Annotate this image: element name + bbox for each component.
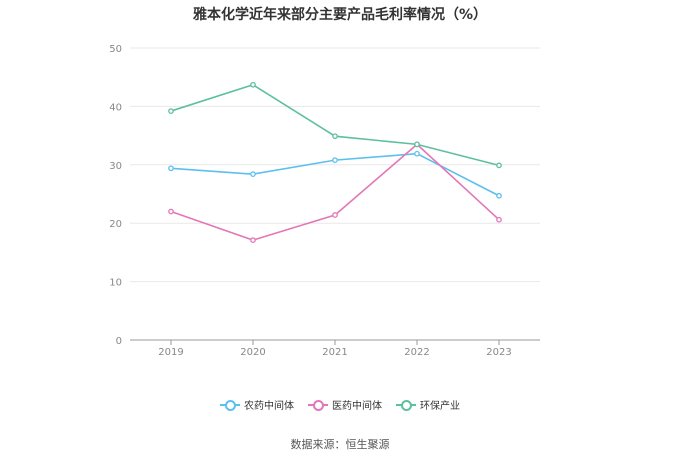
legend-item-2[interactable]: 医药中间体 <box>308 397 382 412</box>
data-point-series-1 <box>250 171 256 177</box>
data-point-series-1 <box>496 192 502 199</box>
y-tick-label: 50 <box>109 44 122 55</box>
legend-marker-icon <box>220 399 240 411</box>
legend-marker-icon <box>308 399 328 411</box>
data-point-series-3 <box>250 81 256 88</box>
y-tick-label: 40 <box>109 102 122 113</box>
series-line-3 <box>170 83 500 167</box>
data-point-series-1 <box>414 150 420 157</box>
y-tick-label: 10 <box>109 278 122 289</box>
legend-label: 环保产业 <box>420 401 460 412</box>
data-point-series-3 <box>414 141 420 148</box>
legend-label: 医药中间体 <box>332 401 382 412</box>
chart-legend: 农药中间体 医药中间体 环保产业 <box>0 397 680 412</box>
x-tick-label: 2020 <box>240 347 265 358</box>
legend-item-3[interactable]: 环保产业 <box>396 397 460 412</box>
x-tick-label: 2021 <box>322 347 347 358</box>
x-tick-label: 2022 <box>404 347 429 358</box>
data-point-series-2 <box>250 237 256 243</box>
data-point-series-2 <box>496 216 502 223</box>
data-source: 数据来源：恒生聚源 <box>290 438 390 451</box>
x-tick-label: 2023 <box>486 347 511 358</box>
legend-marker-icon <box>396 399 416 411</box>
y-tick-label: 20 <box>109 219 122 230</box>
data-point-series-3 <box>496 162 502 169</box>
x-tick-label: 2019 <box>158 347 183 358</box>
data-point-series-3 <box>332 133 338 140</box>
y-tick-label: 0 <box>116 336 122 347</box>
y-tick-label: 30 <box>109 161 122 172</box>
data-point-series-3 <box>168 108 174 114</box>
chart-title: 雅本化学近年来部分主要产品毛利率情况（%） <box>192 7 488 23</box>
legend-item-1[interactable]: 农药中间体 <box>220 397 294 412</box>
legend-label: 农药中间体 <box>244 401 294 412</box>
data-point-series-2 <box>168 208 174 215</box>
data-point-series-1 <box>168 165 174 172</box>
data-point-series-2 <box>332 212 338 218</box>
data-point-series-1 <box>332 157 338 163</box>
